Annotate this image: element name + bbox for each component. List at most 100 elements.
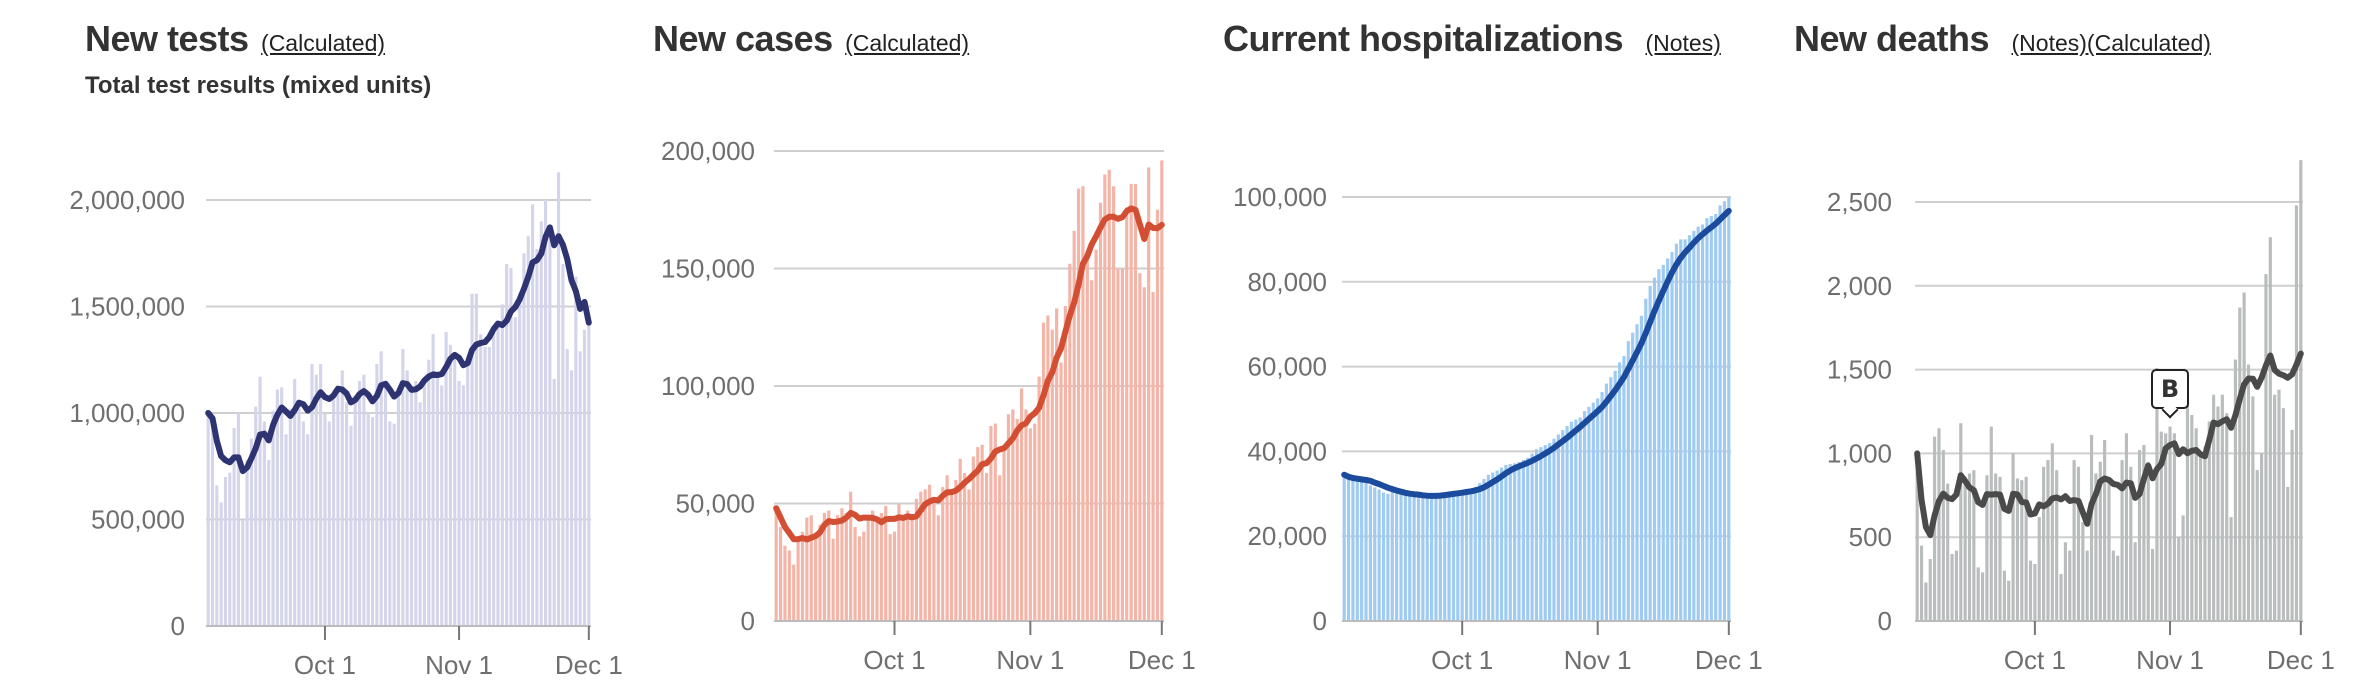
x-tick-label: Dec 1 <box>1695 645 1763 675</box>
bar <box>2273 394 2277 621</box>
y-tick-label: 1,500 <box>1827 355 1892 385</box>
bar <box>1033 423 1037 621</box>
bar <box>1390 492 1394 621</box>
panel-header-deaths: New deaths (Notes)(Calculated) <box>1794 18 2211 60</box>
bar <box>927 484 932 621</box>
bar <box>1679 239 1683 621</box>
x-tick-label: Dec 1 <box>555 650 623 680</box>
bar <box>249 438 253 626</box>
bar <box>1138 273 1142 621</box>
bar <box>2198 456 2203 621</box>
bar <box>1377 489 1381 621</box>
y-tick-label: 2,000 <box>1827 271 1892 301</box>
y-tick-label: 1,000 <box>1827 438 1892 468</box>
y-tick-label: 20,000 <box>1247 521 1327 551</box>
bar <box>1155 209 1160 621</box>
calculated-link[interactable]: (Calculated) <box>2086 30 2211 56</box>
bar <box>840 508 844 621</box>
bar <box>479 334 483 626</box>
bar <box>1133 183 1138 621</box>
bar <box>1395 492 1399 621</box>
bar <box>258 376 262 626</box>
calculated-link[interactable]: (Calculated) <box>261 30 386 56</box>
bar <box>923 489 927 621</box>
bar <box>2120 460 2124 621</box>
bar <box>2059 574 2063 621</box>
bar <box>1486 474 1491 621</box>
bar <box>1604 383 1609 621</box>
bar <box>513 317 517 626</box>
bar <box>1011 409 1015 621</box>
bar <box>967 489 971 621</box>
bar <box>849 491 853 621</box>
bar <box>271 410 275 626</box>
bar <box>1692 230 1696 622</box>
notes-link[interactable]: (Notes) <box>2011 30 2087 56</box>
bar <box>1582 411 1587 621</box>
bar <box>871 510 875 621</box>
bar <box>1421 496 1425 621</box>
bar <box>444 332 448 626</box>
x-tick-label: Oct 1 <box>294 650 356 680</box>
bar <box>2124 433 2129 621</box>
bar <box>980 444 984 621</box>
bar <box>327 421 331 626</box>
bar <box>1360 481 1364 621</box>
annotation-b-marker[interactable]: B <box>2151 368 2190 409</box>
bar <box>1434 494 1438 621</box>
notes-link[interactable]: (Notes) <box>1645 30 1721 56</box>
bar <box>1670 252 1674 621</box>
bar <box>993 423 997 621</box>
bar <box>844 512 848 621</box>
bar <box>1919 545 1924 621</box>
bar <box>1718 205 1722 622</box>
bar <box>2068 550 2072 621</box>
bar <box>219 502 223 626</box>
bar <box>267 459 271 626</box>
bar <box>297 408 301 626</box>
bar <box>1521 459 1525 621</box>
bar <box>2133 542 2137 621</box>
calculated-link[interactable]: (Calculated) <box>845 30 970 56</box>
y-tick-label: 0 <box>171 611 185 641</box>
bar <box>340 370 344 626</box>
bar <box>1994 473 1998 621</box>
bar <box>1661 264 1665 621</box>
bar <box>971 456 975 621</box>
bar <box>1504 464 1508 621</box>
bar <box>783 545 787 621</box>
bar <box>556 172 561 626</box>
bar <box>1950 553 1954 621</box>
bar <box>370 417 375 626</box>
bar <box>897 503 901 621</box>
bar <box>945 475 949 621</box>
bar <box>2238 307 2242 621</box>
bar <box>587 317 591 626</box>
bar <box>2246 364 2251 621</box>
bar <box>1002 447 1006 621</box>
bar <box>2072 460 2076 621</box>
bar <box>1412 496 1416 621</box>
bar <box>2002 570 2006 621</box>
bar <box>1941 450 1945 621</box>
bar <box>569 370 574 626</box>
bar <box>1160 160 1164 621</box>
y-tick-label: 80,000 <box>1247 267 1327 297</box>
bar <box>2251 396 2255 621</box>
bar <box>2281 408 2285 621</box>
bar <box>379 351 383 626</box>
x-tick-label: Oct 1 <box>1431 645 1493 675</box>
bar <box>1552 438 1556 621</box>
bar <box>2146 461 2150 621</box>
bar <box>1609 377 1613 621</box>
bar <box>1727 197 1731 621</box>
bar <box>306 434 310 626</box>
x-tick-label: Nov 1 <box>996 645 1064 675</box>
bar <box>1430 495 1434 621</box>
bar <box>1565 425 1569 621</box>
bar <box>1094 249 1098 621</box>
bar <box>2299 160 2303 621</box>
bar <box>1386 493 1390 621</box>
bar <box>919 491 923 621</box>
bar <box>1482 478 1486 621</box>
